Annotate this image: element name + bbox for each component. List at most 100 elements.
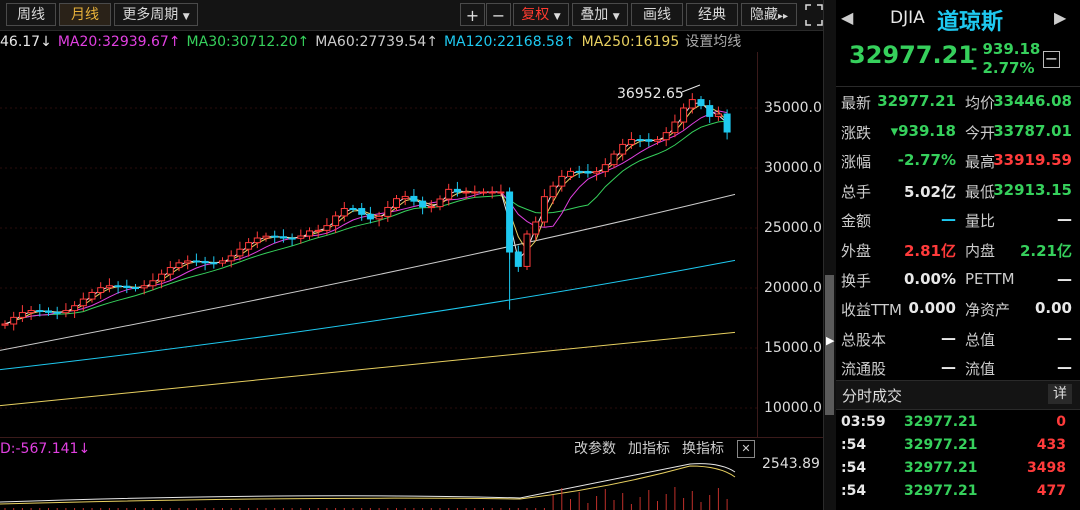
candle-body [36,310,44,313]
fullscreen-button[interactable] [801,0,827,30]
candle-body [593,171,601,174]
candle-body [601,164,609,173]
candle-body [1,323,9,326]
quote-value: 5.02亿 [903,182,956,201]
candle-body [419,200,427,208]
quote-value: 33919.59 [993,151,1072,170]
switch-indicator-button[interactable]: 换指标 [682,441,724,457]
ma60-line [0,193,736,351]
sub-chart-header: D:-567.141↓ 改参数 加指标 换指标 ✕ [0,440,760,458]
candle-body [645,139,653,142]
ma30-line [4,120,728,325]
hide-button[interactable]: 隐藏▸▸ [741,3,797,26]
candle-body [558,175,566,187]
candle-body [453,188,461,193]
zoom-in-button[interactable]: + [460,3,485,26]
quote-label: PETTM [965,269,1015,288]
quote-value: -2.77% [897,151,956,170]
candle-body [149,280,157,287]
price-axis-label: 10000.0 [764,400,822,416]
zoom-out-button[interactable]: − [486,3,511,26]
caret-down-icon: ▼ [612,12,620,22]
candle-body [332,215,340,227]
quote-label: 量比 [965,212,996,231]
quote-value: 2.21亿 [1019,242,1072,260]
ma-settings-link[interactable]: 设置均线 [685,34,742,50]
quote-value: — [1057,210,1072,229]
ticks-title: 分时成交 [842,387,903,405]
change-params-button[interactable]: 改参数 [574,441,616,457]
price-axis-label: 25000.0 [764,220,822,236]
forward-icon: ▸▸ [777,11,789,22]
candle-body [584,170,592,174]
quote-value: 33787.01 [993,121,1072,140]
candle-body [688,99,696,109]
period-month-button[interactable]: 月线 [59,3,111,26]
candle-body [532,221,540,235]
quote-label: 流通股 [841,360,887,379]
adjust-dropdown[interactable]: 复权 ▼ [513,3,569,26]
tick-time: :54 [841,483,867,499]
quote-label: 内盘 [965,242,996,260]
tick-price: 32977.21 [904,414,978,430]
price-axis-label: 20000.0 [764,280,822,296]
panel-splitter[interactable] [823,0,837,510]
ma-legend-item: MA250:16195 [581,34,680,50]
candle-body [27,310,35,314]
overlay-dropdown[interactable]: 叠加 ▼ [572,3,628,26]
splitter-handle[interactable] [825,275,834,415]
stock-code: DJIA [890,8,925,28]
quote-value: 32913.15 [993,180,1072,199]
candle-body [114,285,122,288]
quote-label: 金额 [841,212,872,231]
candle-body [262,235,270,239]
candle-body [662,132,670,141]
quote-value: — [1057,358,1072,377]
ma20-line [4,110,728,325]
ma-legend: 46.17↓ MA20:32939.67↑ MA30:30712.20↑ MA60:2… [0,32,747,52]
candle-body [340,208,348,217]
ma120-line [0,259,736,371]
ticks-detail-button[interactable]: 详 [1048,384,1072,404]
quote-label: 收益TTM [841,301,903,320]
quote-value: — [1057,328,1072,347]
kline-chart[interactable]: 36952.65 [0,52,820,510]
next-stock-icon[interactable]: ▶ [1054,8,1067,27]
add-indicator-button[interactable]: 加指标 [628,441,670,457]
hide-label: 隐藏 [749,7,778,23]
price-axis: 35000.0 30000.0 25000.0 20000.0 15000.0 10000… [757,52,824,438]
candle-body [45,310,52,313]
tick-volume: 3498 [1027,460,1066,476]
ma-legend-item: MA20:32939.67↑ [57,34,181,50]
candle-body [497,191,505,194]
quote-label: 最低 [965,182,996,201]
close-icon[interactable]: ✕ [737,440,755,458]
sub-line-white [0,463,736,503]
sub-line-yellow [0,465,736,505]
ma-legend-item: MA30:30712.20↑ [186,34,310,50]
draw-line-button[interactable]: 画线 [631,3,683,26]
more-periods-dropdown[interactable]: 更多周期 ▼ [114,3,198,26]
candle-body [619,143,627,155]
period-week-button[interactable]: 周线 [6,3,56,26]
candle-body [680,107,688,123]
caret-down-icon: ▼ [553,12,561,22]
classic-button[interactable]: 经典 [686,3,738,26]
candle-body [375,215,383,220]
prev-stock-icon[interactable]: ◀ [841,8,854,27]
candle-body [271,235,279,238]
ma-legend-item: MA120:22168.58↑ [443,34,576,50]
candle-body [358,208,366,215]
quote-label: 今开 [965,123,996,142]
candle-body [636,139,644,142]
candle-body [105,285,113,289]
candle-body [349,208,357,211]
remove-watch-button[interactable]: − [1043,49,1060,68]
tick-price: 32977.21 [904,460,978,476]
tick-time: :54 [841,437,867,453]
quote-label: 流值 [965,360,996,379]
tick-volume: 433 [1036,437,1066,453]
collapse-arrow-icon[interactable]: ▶ [826,334,835,347]
adjust-label: 复权 [521,7,550,23]
tick-price: 32977.21 [904,437,978,453]
